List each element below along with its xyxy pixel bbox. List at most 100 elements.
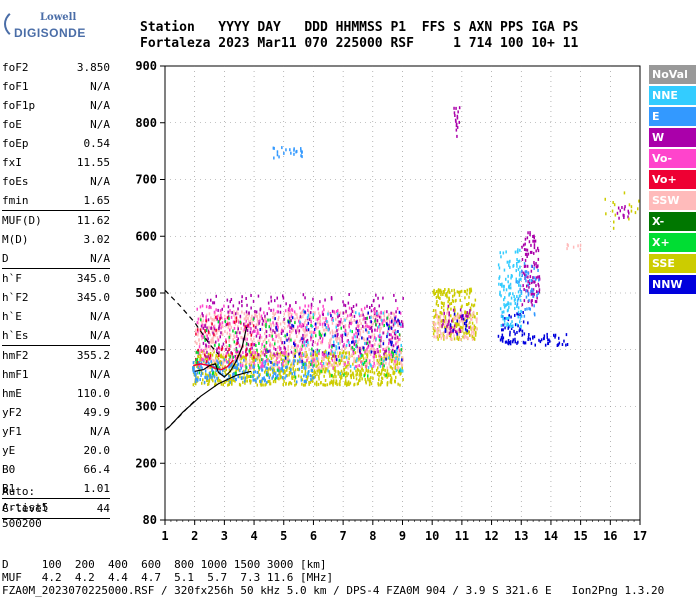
echo-point <box>395 315 397 319</box>
echo-point <box>368 379 371 383</box>
echo-point <box>273 344 275 348</box>
echo-point <box>277 329 279 333</box>
echo-point <box>338 371 340 374</box>
echo-point <box>378 338 381 342</box>
echo-point <box>348 340 350 344</box>
echo-point <box>279 348 281 352</box>
echo-point <box>352 346 354 350</box>
echo-point <box>321 351 324 355</box>
echo-point <box>228 321 231 325</box>
echo-point <box>338 336 340 340</box>
echo-point <box>317 357 320 361</box>
echo-point <box>310 333 313 337</box>
legend-item-x-: X+ <box>649 233 696 252</box>
echo-point <box>384 350 386 353</box>
echo-point <box>198 364 201 368</box>
x-tick-label: 13 <box>514 529 528 543</box>
echo-point <box>395 351 397 355</box>
echo-point <box>532 289 534 293</box>
echo-point <box>457 323 459 327</box>
echo-point <box>391 367 394 371</box>
echo-point <box>246 313 248 317</box>
echo-point <box>516 302 519 306</box>
echo-point <box>503 284 505 288</box>
echo-point <box>209 333 211 337</box>
echo-point <box>446 311 448 315</box>
echo-point <box>505 316 508 320</box>
echo-point <box>522 271 525 275</box>
x-tick-label: 14 <box>544 529 558 543</box>
echo-point <box>323 351 326 355</box>
echo-point <box>392 323 395 327</box>
echo-point <box>242 355 244 359</box>
echo-point <box>348 321 351 325</box>
echo-point <box>319 300 321 304</box>
echo-point <box>507 280 509 284</box>
echo-point <box>265 329 267 333</box>
echo-point <box>501 339 504 343</box>
echo-point <box>561 343 564 346</box>
echo-point <box>376 361 378 365</box>
echo-point <box>267 362 269 366</box>
echo-point <box>278 345 281 349</box>
echo-point <box>227 324 230 328</box>
echo-point <box>506 324 508 328</box>
logo-arc-icon <box>4 8 42 40</box>
echo-point <box>252 352 255 355</box>
echo-point <box>344 304 347 308</box>
param-name: foF1p <box>2 99 36 112</box>
echo-point <box>470 327 472 331</box>
echo-point <box>196 377 198 381</box>
echo-point <box>345 317 348 321</box>
echo-point <box>250 353 252 357</box>
echo-point <box>257 322 260 326</box>
echo-point <box>294 339 296 343</box>
echo-point <box>197 361 200 365</box>
echo-point <box>310 330 312 334</box>
echo-point <box>344 333 347 337</box>
echo-point <box>337 363 339 367</box>
echo-point <box>216 378 219 382</box>
echo-point <box>347 301 350 305</box>
echo-point <box>536 294 538 298</box>
echo-point <box>310 338 312 342</box>
echo-point <box>398 357 400 361</box>
echo-point <box>235 363 237 367</box>
echo-point <box>356 345 358 349</box>
echo-point <box>225 379 228 383</box>
echo-point <box>513 329 515 333</box>
echo-point <box>195 361 198 365</box>
echo-point <box>291 323 293 327</box>
echo-point <box>270 365 272 369</box>
echo-point <box>324 332 327 336</box>
echo-point <box>464 334 467 338</box>
echo-point <box>520 314 522 318</box>
echo-point <box>523 341 525 345</box>
echo-point <box>243 327 246 331</box>
echo-point <box>240 354 242 358</box>
echo-point <box>394 336 396 340</box>
echo-point <box>351 336 353 340</box>
echo-point <box>256 351 259 355</box>
echo-point <box>361 355 363 359</box>
echo-point <box>221 333 224 336</box>
echo-point <box>289 304 291 308</box>
echo-point <box>458 336 460 340</box>
echo-point <box>447 326 450 330</box>
echo-point <box>388 333 391 337</box>
echo-point <box>532 276 534 280</box>
param-name: h`F2 <box>2 291 29 304</box>
echo-point <box>307 374 309 378</box>
echo-point <box>301 382 303 386</box>
echo-point <box>249 364 251 368</box>
echo-point <box>261 342 263 346</box>
echo-point <box>378 370 380 374</box>
echo-point <box>304 383 306 387</box>
echo-point <box>234 371 237 375</box>
echo-point <box>370 350 373 354</box>
echo-point <box>343 303 345 307</box>
echo-point <box>434 329 436 333</box>
echo-point <box>335 380 338 384</box>
echo-point <box>290 338 292 342</box>
echo-point <box>242 329 245 333</box>
